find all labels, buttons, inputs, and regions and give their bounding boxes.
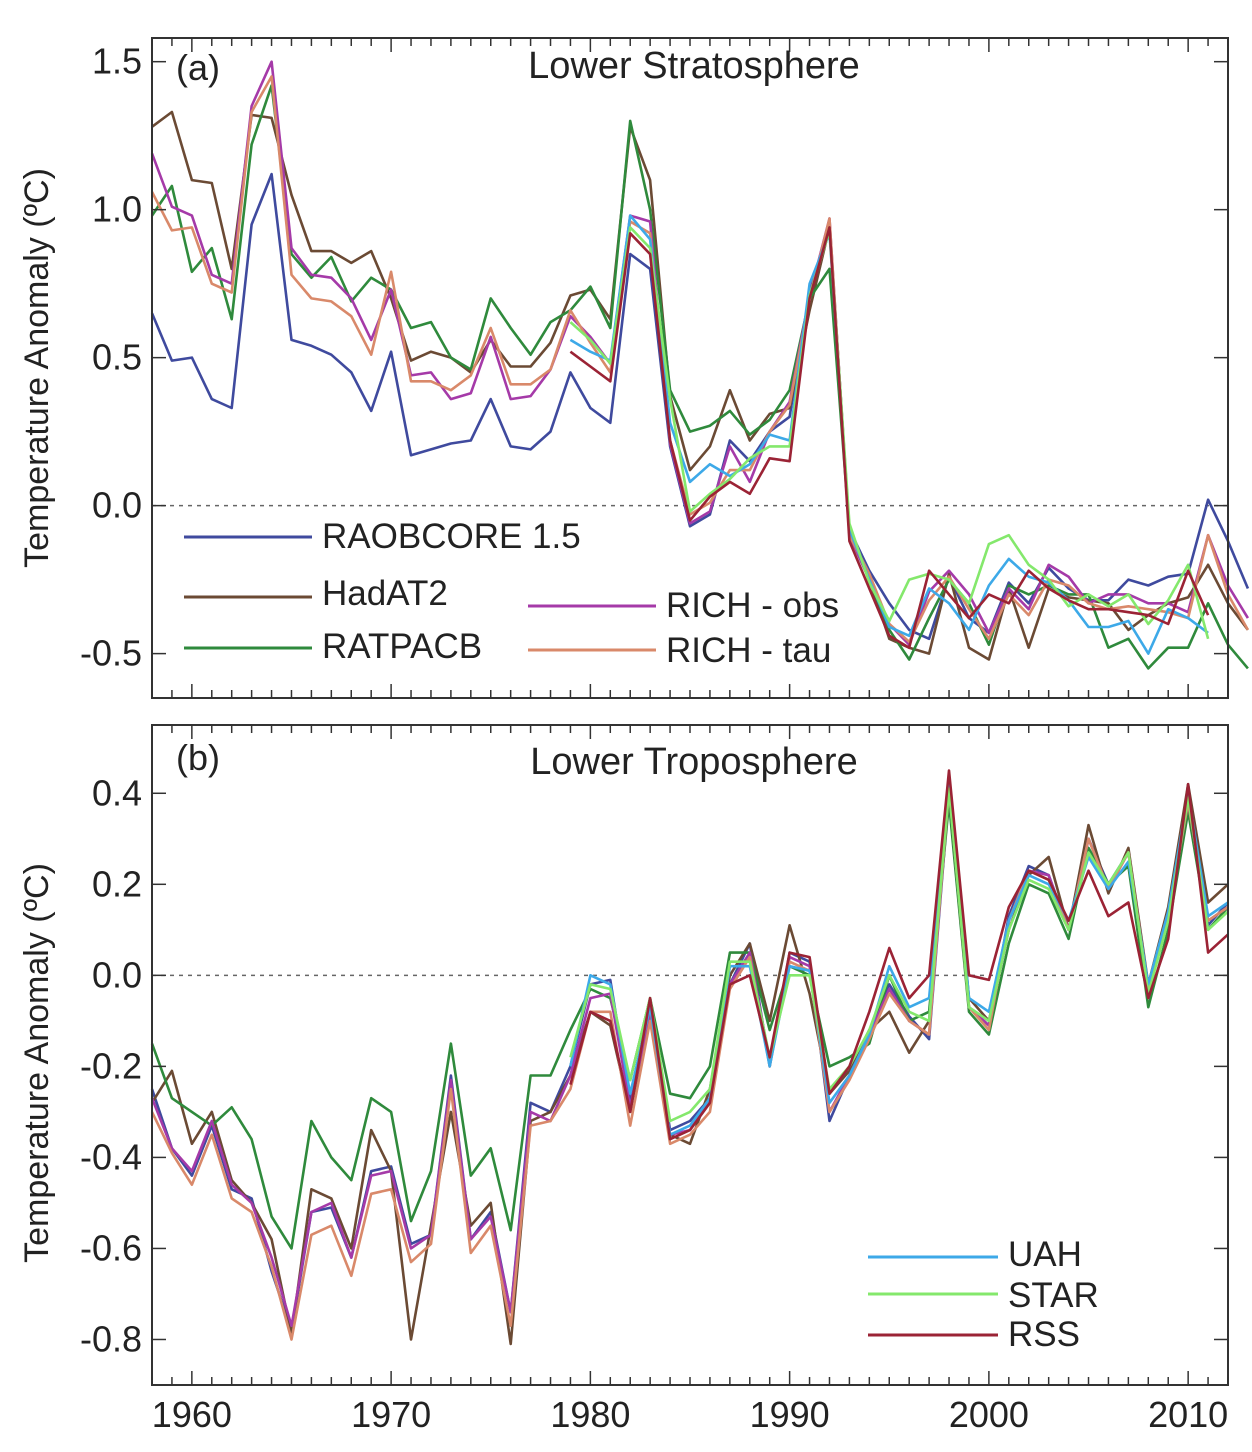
series-line-hadat2 <box>150 782 1229 1346</box>
legend-label-ratpacb: RATPACB <box>322 627 482 666</box>
legend-background <box>180 624 459 668</box>
panel-a-title: Lower Stratosphere <box>528 45 860 87</box>
legend-background <box>864 1232 1069 1276</box>
series-line-rss <box>569 769 1229 1141</box>
series-line-ratpacb <box>150 84 1249 670</box>
panel-b-series-lines <box>150 769 1229 1346</box>
x-tick-label: 1980 <box>550 1394 630 1435</box>
x-tick-label: 1990 <box>750 1394 830 1435</box>
panel-b-tag: (b) <box>176 737 220 778</box>
panel-b-title: Lower Troposphere <box>530 741 857 783</box>
series-line-uah <box>569 782 1229 1136</box>
panel-a-legend: RAOBCORE 1.5 HadAT2 RATPACB RICH - obs RICH … <box>180 514 860 672</box>
legend-label-raobcore-1-5: RAOBCORE 1.5 <box>322 517 581 556</box>
series-line-star <box>569 226 1210 640</box>
x-tick-label: 1970 <box>351 1394 431 1435</box>
panel-b-y-axis-title: Temperature Anomaly (ºC) <box>18 863 56 1263</box>
x-tick-label: 2010 <box>1148 1394 1228 1435</box>
series-line-ratpacb <box>150 801 1229 1250</box>
y-tick-label: 0.2 <box>92 863 142 904</box>
legend-background <box>180 571 440 615</box>
y-tick-label: 0.5 <box>92 337 142 378</box>
legend-label-rich-tau: RICH - tau <box>666 631 831 670</box>
series-line-star <box>569 787 1229 1123</box>
legend-label-rss: RSS <box>1008 1315 1080 1354</box>
legend-label-star: STAR <box>1008 1276 1099 1315</box>
y-tick-label: 1.0 <box>92 189 142 230</box>
x-tick-label: 2000 <box>949 1394 1029 1435</box>
panel-a-series-lines <box>150 60 1250 670</box>
legend-label-uah: UAH <box>1008 1235 1082 1274</box>
legend-label-hadat2: HadAT2 <box>322 574 448 613</box>
y-tick-label: -0.4 <box>80 1136 142 1177</box>
panel-a-tag: (a) <box>176 47 220 88</box>
x-tick-label: 1960 <box>152 1394 232 1435</box>
y-tick-label: 1.5 <box>92 41 142 82</box>
legend-label-rich-obs: RICH - obs <box>666 586 839 625</box>
y-tick-label: -0.5 <box>80 633 142 674</box>
series-line-raobcore-1-5 <box>150 172 1250 641</box>
y-tick-label: 0.4 <box>92 772 142 813</box>
panel-a-y-axis-title: Temperature Anomaly (ºC) <box>18 168 56 568</box>
panel-a-lower-stratosphere: 1.51.00.50.0-0.5 (a) Lower Stratosphere … <box>18 37 1250 699</box>
series-line-rich-obs <box>150 60 1250 647</box>
y-tick-label: -0.8 <box>80 1318 142 1359</box>
y-tick-label: -0.6 <box>80 1227 142 1268</box>
y-tick-label: 0.0 <box>92 485 142 526</box>
y-tick-label: 0.0 <box>92 954 142 995</box>
series-line-rss <box>569 226 1210 650</box>
y-tick-label: -0.2 <box>80 1045 142 1086</box>
